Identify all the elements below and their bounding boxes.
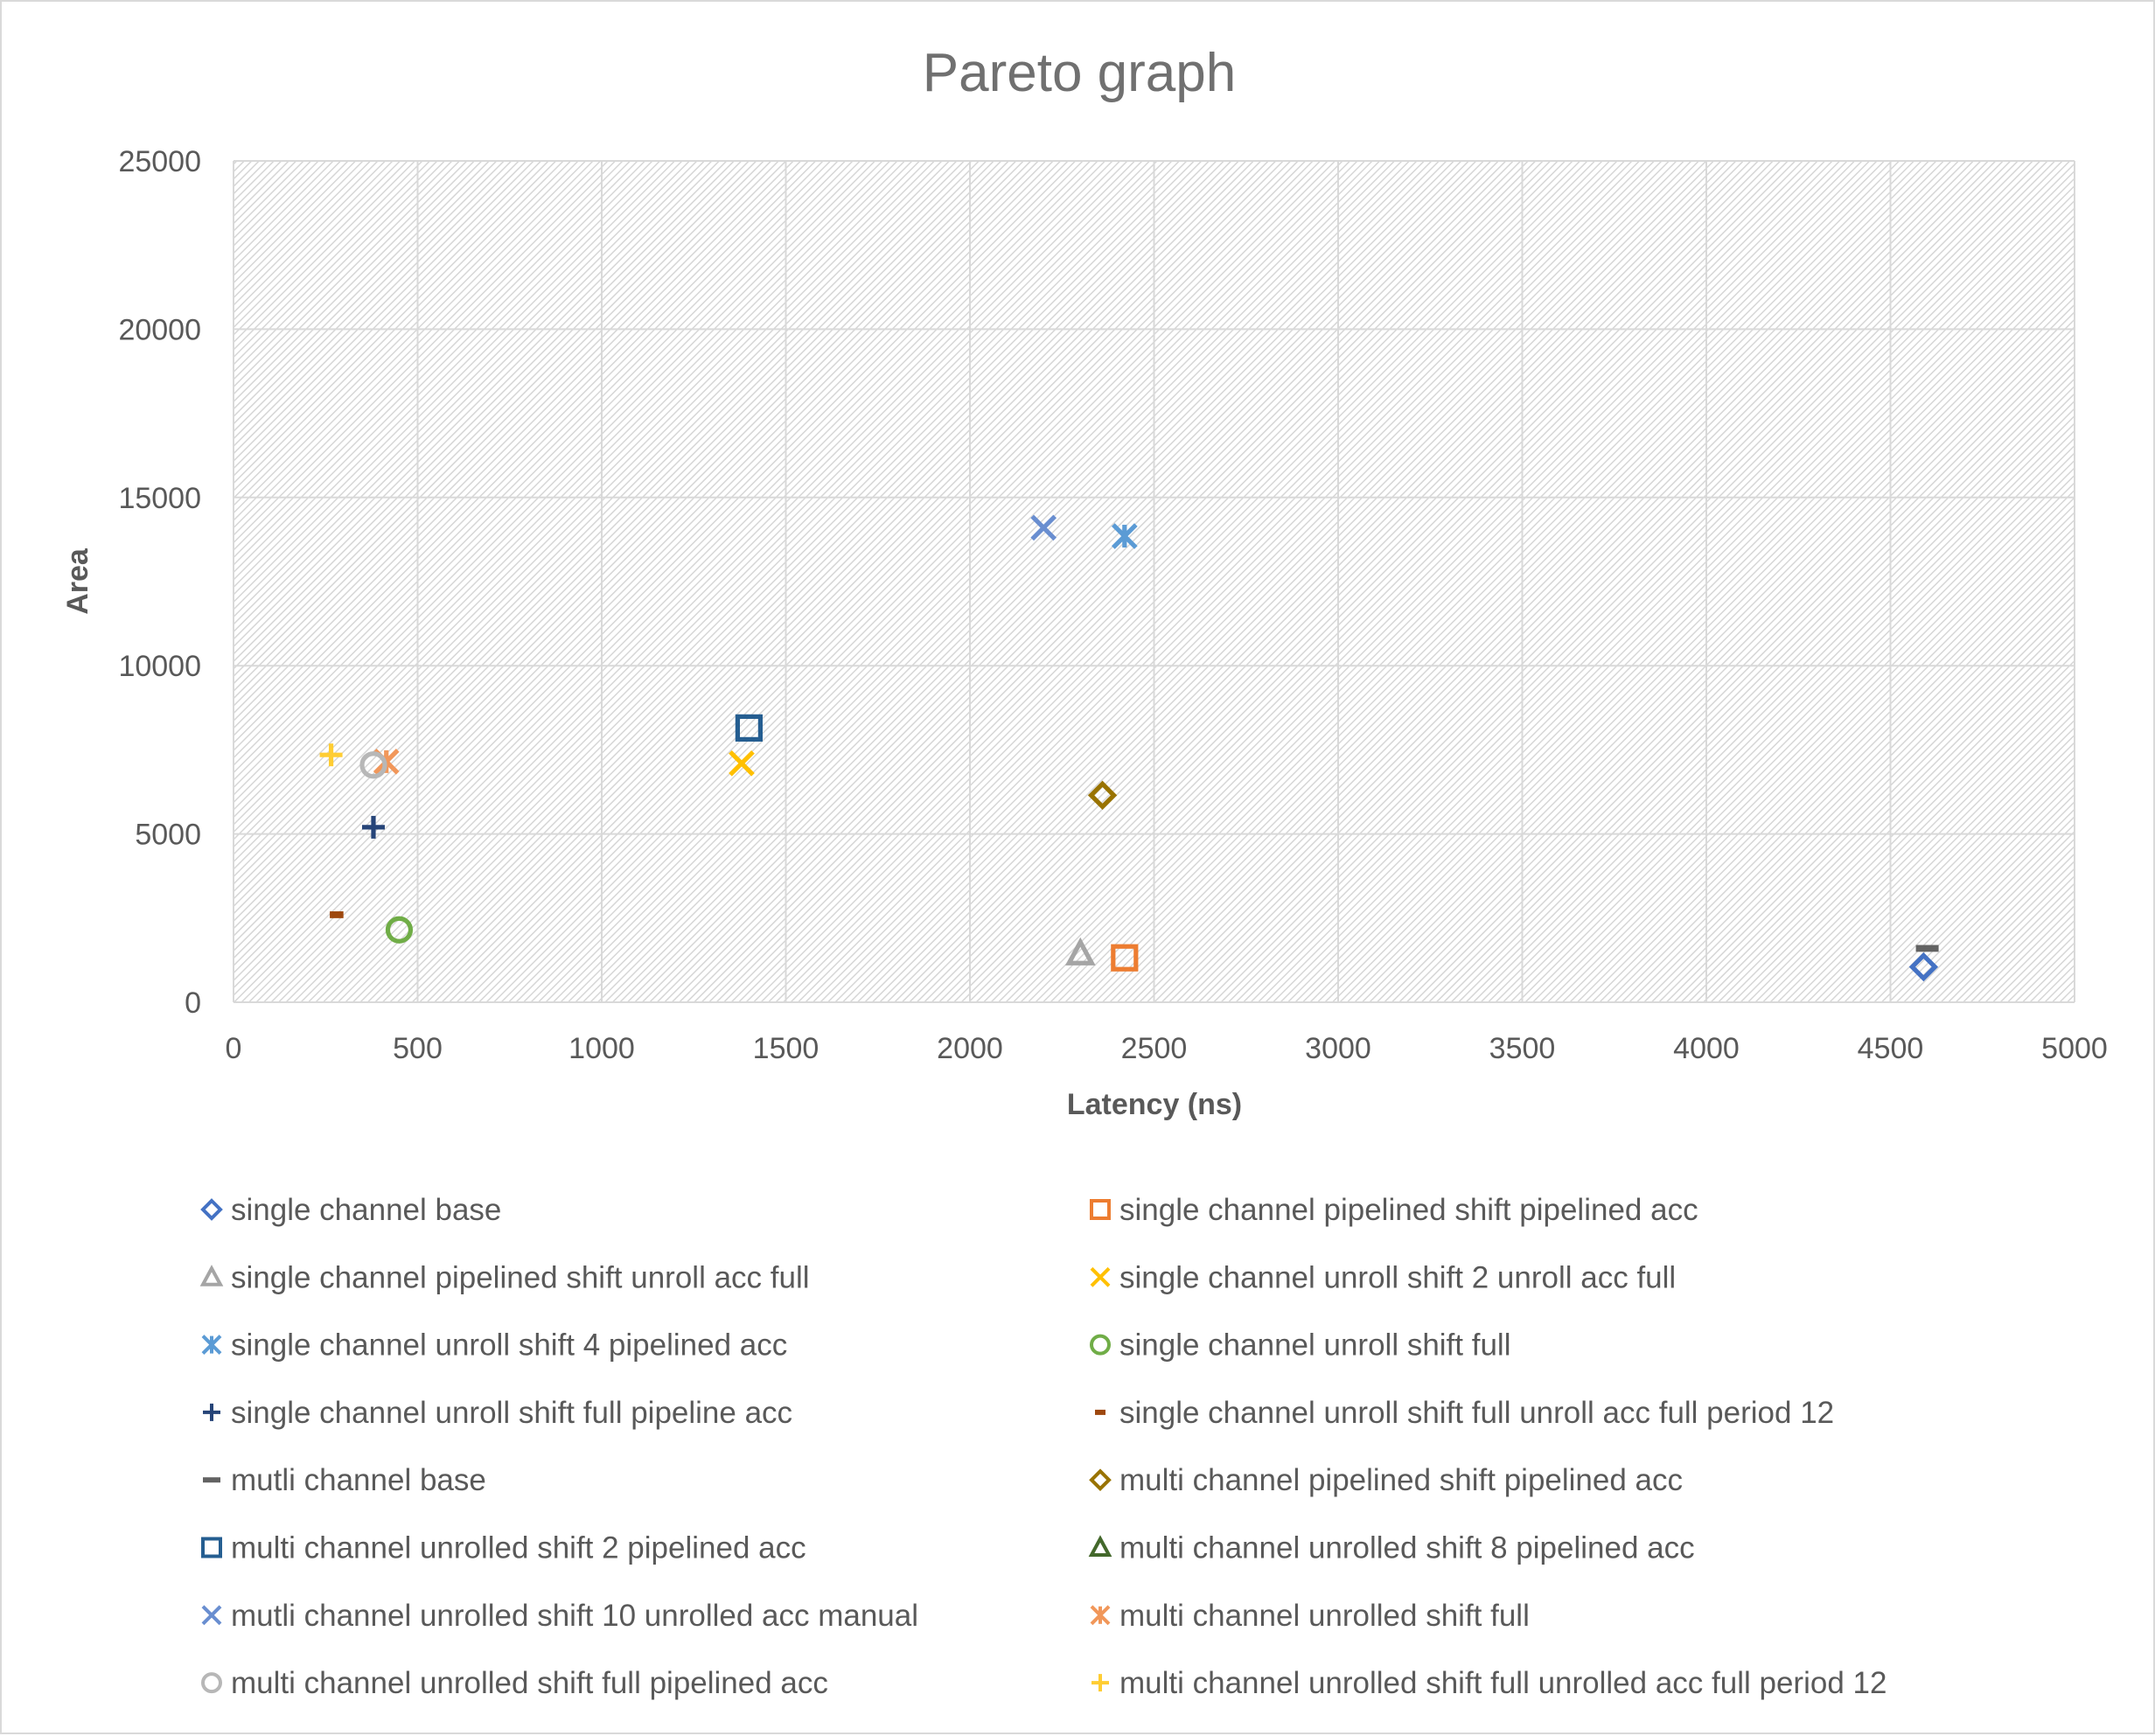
legend-marker [200,1198,223,1221]
legend-item: mutli channel base [203,1463,486,1497]
legend-label: single channel unroll shift full [1119,1328,1510,1363]
x-tick-label: 2500 [1121,1032,1188,1065]
data-point [1087,780,1118,811]
data-point [1064,937,1096,966]
legend-marker [1090,1266,1111,1287]
data-point [359,751,387,779]
y-tick-label: 25000 [118,145,201,178]
y-axis-label: Area [61,547,94,615]
legend-item: multi channel pipelined shift pipelined … [1089,1463,1683,1497]
x-tick-label: 4500 [1858,1032,1924,1065]
data-point [319,743,343,767]
legend-item: multi channel unrolled shift full pipeli… [201,1666,828,1700]
legend-label: single channel base [231,1193,501,1227]
data-point [1111,523,1138,549]
y-tick-label: 10000 [118,650,201,683]
x-tick-label: 3500 [1489,1032,1556,1065]
x-tick-label: 5000 [2041,1032,2108,1065]
legend-item: single channel pipelined shift pipelined… [1090,1193,1698,1227]
legend-marker [201,1672,222,1694]
x-tick-label: 1000 [568,1032,635,1065]
legend-marker [201,1605,222,1626]
y-axis-ticks: 0 5000 10000 15000 20000 25000 [118,145,201,1020]
legend-item: single channel unroll shift full [1090,1328,1510,1363]
x-tick-label: 0 [226,1032,242,1065]
legend-item: single channel pipelined shift unroll ac… [199,1260,810,1294]
legend-label: single channel unroll shift 2 unroll acc… [1119,1260,1676,1294]
data-point [1915,945,1939,952]
legend-item: single channel unroll shift full unroll … [1095,1396,1834,1430]
legend-label: mutli channel base [231,1463,486,1497]
y-tick-label: 5000 [135,819,201,852]
data-point [729,749,755,777]
y-tick-label: 15000 [118,482,201,515]
data-point [735,714,764,742]
x-axis-ticks: 0 500 1000 1500 2000 2500 3000 3500 4000 4500 5000 [226,1032,2108,1065]
legend-marker [1089,1468,1112,1492]
legend-marker [203,1403,220,1421]
legend-item: multi channel unrolled shift full [1090,1599,1530,1633]
legend-marker [1091,1674,1109,1692]
legend-label: mutli channel unrolled shift 10 unrolled… [231,1599,918,1633]
legend-label: multi channel pipelined shift pipelined … [1119,1463,1683,1497]
legend-label: multi channel unrolled shift full unroll… [1119,1666,1886,1700]
x-tick-label: 4000 [1673,1032,1740,1065]
data-point [1030,514,1057,541]
legend-item: single channel unroll shift 4 pipelined … [201,1328,787,1363]
data-point [1908,952,1939,982]
legend-label: single channel unroll shift full pipelin… [231,1396,792,1430]
y-tick-label: 0 [185,987,201,1020]
legend-item: single channel base [200,1193,501,1227]
y-tick-label: 20000 [118,313,201,346]
legend-marker [1090,1605,1111,1626]
legend-item: multi channel unrolled shift 2 pipelined… [201,1531,806,1565]
data-point [361,815,385,839]
chart-title: Pareto graph [923,43,1236,103]
legend-marker [1088,1535,1112,1557]
legend-label: single channel pipelined shift pipelined… [1119,1193,1698,1227]
x-tick-label: 2000 [937,1032,1003,1065]
legend-item: mutli channel unrolled shift 10 unrolled… [201,1599,918,1633]
legend-marker [203,1477,220,1483]
legend-marker [201,1335,222,1356]
legend-marker [1090,1199,1111,1220]
legend: single channel base single channel pipeli… [199,1193,1886,1700]
legend-marker [199,1265,224,1286]
x-axis-label: Latency (ns) [1067,1088,1242,1121]
data-point [330,911,344,918]
x-tick-label: 3000 [1305,1032,1371,1065]
legend-label: single channel unroll shift full unroll … [1119,1396,1834,1430]
data-points [319,514,1939,982]
legend-marker [1095,1409,1105,1415]
x-tick-label: 1500 [753,1032,819,1065]
x-tick-label: 500 [393,1032,443,1065]
gridlines [233,160,2075,1003]
legend-item: multi channel unrolled shift 8 pipelined… [1088,1531,1695,1565]
legend-label: multi channel unrolled shift full [1119,1599,1530,1633]
legend-label: multi channel unrolled shift 2 pipelined… [231,1531,806,1565]
legend-item: multi channel unrolled shift full unroll… [1091,1666,1886,1700]
data-point [1111,944,1139,972]
legend-marker [1090,1334,1111,1356]
data-point [385,916,414,944]
legend-marker [201,1537,222,1558]
legend-item: single channel unroll shift 2 unroll acc… [1090,1260,1676,1294]
legend-label: single channel unroll shift 4 pipelined … [231,1328,787,1363]
legend-label: multi channel unrolled shift full pipeli… [231,1666,828,1700]
legend-label: multi channel unrolled shift 8 pipelined… [1119,1531,1695,1565]
legend-label: single channel pipelined shift unroll ac… [231,1260,810,1294]
legend-item: single channel unroll shift full pipelin… [203,1396,792,1430]
